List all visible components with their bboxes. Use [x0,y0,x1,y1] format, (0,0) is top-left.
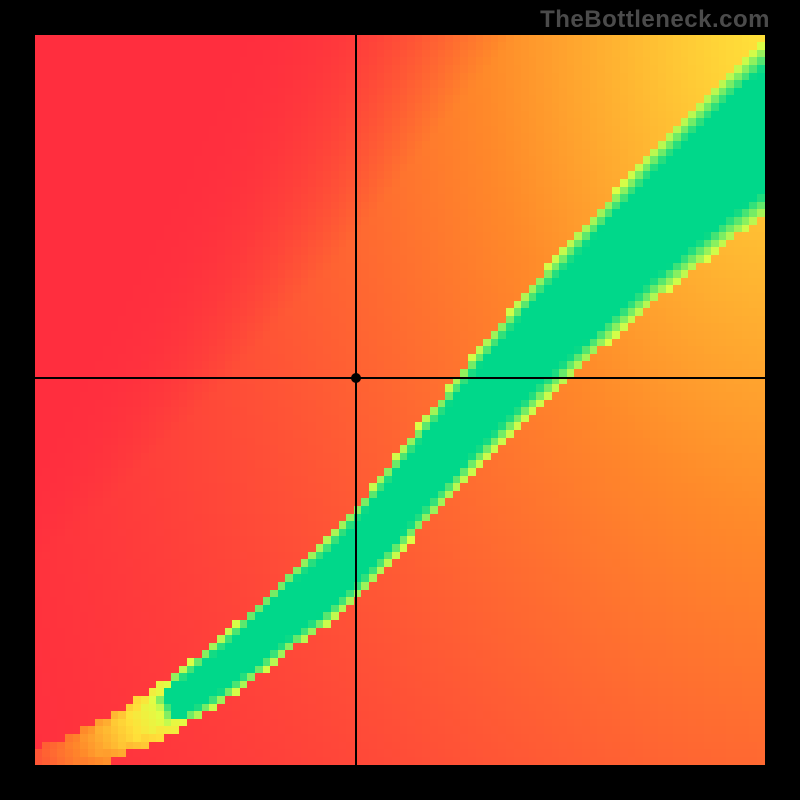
bottleneck-heatmap [35,35,765,765]
chart-frame: TheBottleneck.com [0,0,800,800]
watermark-text: TheBottleneck.com [540,6,770,34]
plot-area [35,35,765,765]
crosshair-marker-dot [351,373,361,383]
crosshair-vertical [355,35,357,765]
crosshair-horizontal [35,377,765,379]
